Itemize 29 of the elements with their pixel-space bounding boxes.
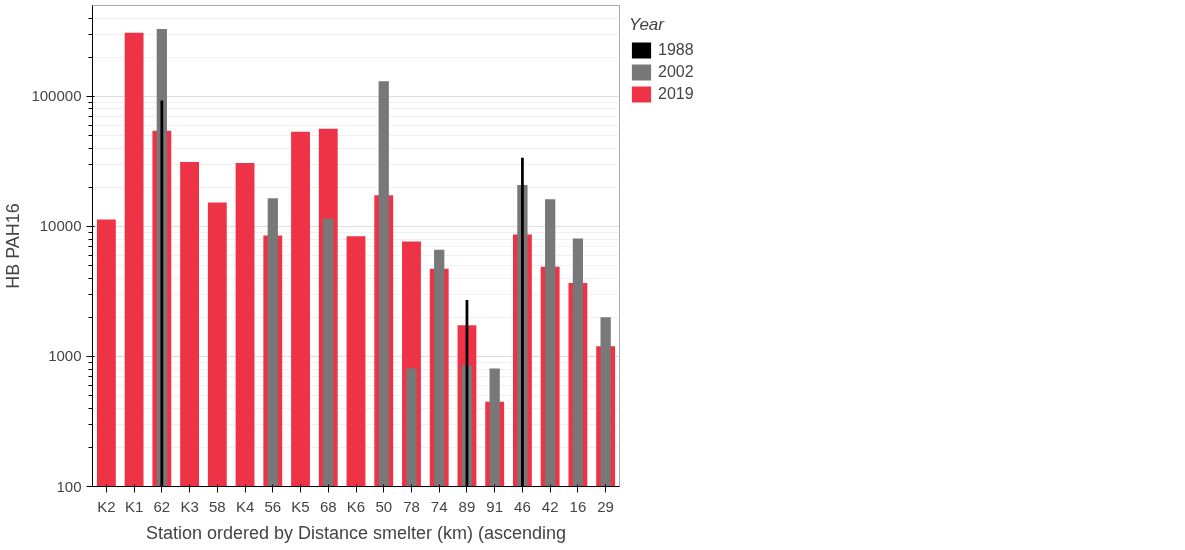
x-tick-label: 16 [569, 497, 587, 515]
x-tick-label: K4 [235, 497, 255, 515]
x-tick-label: 56 [264, 497, 282, 515]
legend-label: 1988 [658, 41, 694, 59]
x-tick-label: 68 [319, 497, 337, 515]
y-tick-label: 100 [56, 477, 82, 495]
x-tick-label: K5 [291, 497, 310, 515]
legend-label: 2002 [658, 63, 694, 81]
y-tick-label: 1000 [48, 347, 82, 365]
x-tick-label: 91 [486, 497, 504, 515]
x-tick-label: 74 [430, 497, 448, 515]
y-tick-label: 10000 [39, 217, 82, 235]
x-tick-label: K2 [97, 497, 116, 515]
x-tick-label: 46 [514, 497, 531, 515]
x-tick-label: 62 [153, 497, 171, 515]
x-tick-label: 50 [375, 497, 393, 515]
x-tick-label: K3 [180, 497, 199, 515]
x-tick-label: 78 [403, 497, 420, 515]
y-axis-title: HB PAH16 [3, 203, 24, 289]
y-tick-label: 100000 [31, 87, 82, 105]
legend-title: Year [629, 15, 666, 35]
x-axis-title: Station ordered by Distance smelter (km) (ascending [145, 522, 567, 543]
legend-label: 2019 [658, 85, 694, 103]
x-tick-label: 89 [458, 497, 476, 515]
x-tick-label: K6 [346, 497, 366, 515]
x-tick-label: K1 [124, 497, 144, 515]
x-tick-label: 58 [208, 497, 226, 515]
x-tick-label: 42 [541, 497, 559, 515]
x-tick-label: 29 [597, 497, 614, 515]
